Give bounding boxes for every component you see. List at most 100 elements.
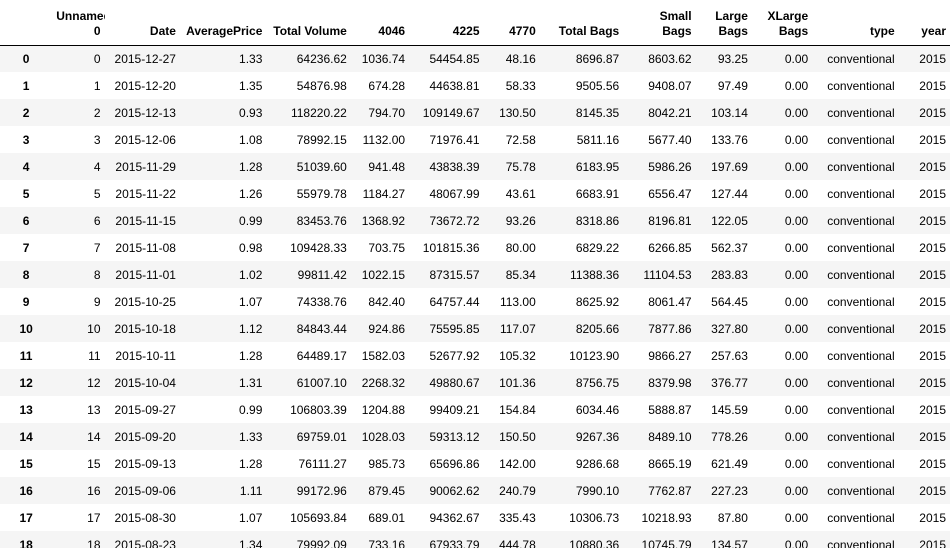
table-cell: 1.28 xyxy=(239,159,263,174)
table-row: 0 0 2015-12-27 1.33 64236.62 1036.74 54454.85 4… xyxy=(0,45,950,72)
table-cell: 43.61 xyxy=(505,186,536,201)
table-row: 7 7 2015-11-08 0.98 109428.33 703.75 101815.36… xyxy=(0,234,950,261)
table-cell: 703.75 xyxy=(368,240,406,255)
table-cell: 2015-10-18 xyxy=(114,321,176,336)
column-header: Large Bags xyxy=(695,0,752,46)
row-index: 0 xyxy=(22,51,30,66)
table-cell: 0.00 xyxy=(784,159,809,174)
row-index: 13 xyxy=(19,402,33,417)
table-cell: 1028.03 xyxy=(361,429,406,444)
column-header: XLarge Bags xyxy=(751,0,813,46)
table-cell: 16 xyxy=(87,483,101,498)
table-cell: 133.76 xyxy=(711,132,748,147)
table-cell: 562.37 xyxy=(711,240,748,255)
table-cell: 13 xyxy=(87,402,101,417)
table-cell: 2015-12-20 xyxy=(114,78,176,93)
table-row: 18 18 2015-08-23 1.34 79992.09 733.16 67933.79… xyxy=(0,531,950,548)
table-cell: 71976.41 xyxy=(429,132,480,147)
table-cell: 0.00 xyxy=(784,537,809,548)
table-cell: 105693.84 xyxy=(290,510,347,525)
table-cell: 1184.27 xyxy=(362,186,406,201)
table-cell: 69759.01 xyxy=(296,429,347,444)
column-header: Total Volume xyxy=(266,0,351,46)
table-cell: 8489.10 xyxy=(648,429,692,444)
table-row: 3 3 2015-12-06 1.08 78992.15 1132.00 71976.41 7… xyxy=(0,126,950,153)
table-cell: 0.00 xyxy=(784,402,809,417)
table-cell: 0.00 xyxy=(784,105,809,120)
table-cell: 8379.98 xyxy=(648,375,692,390)
table-cell: 0.00 xyxy=(784,51,809,66)
table-cell: 0.99 xyxy=(239,402,263,417)
table-cell: 64757.44 xyxy=(429,294,480,309)
table-row: 15 15 2015-09-13 1.28 76111.27 985.73 65696.86… xyxy=(0,450,950,477)
table-cell: 6829.22 xyxy=(575,240,620,255)
table-cell: 75595.85 xyxy=(429,321,480,336)
column-header: type xyxy=(812,0,899,46)
column-header: 4225 xyxy=(409,0,484,46)
table-cell: 674.28 xyxy=(368,78,406,93)
table-cell: 1204.88 xyxy=(361,402,406,417)
table-cell: 1036.74 xyxy=(361,51,406,66)
table-cell: 83453.76 xyxy=(296,213,347,228)
table-cell: 0.00 xyxy=(784,240,809,255)
table-cell: 0.99 xyxy=(239,213,263,228)
table-cell: 1.28 xyxy=(239,348,263,363)
table-cell: 0.00 xyxy=(784,132,809,147)
table-cell: 5 xyxy=(93,186,101,201)
table-cell: 0.00 xyxy=(784,375,809,390)
table-cell: 1.28 xyxy=(239,456,263,471)
table-cell: conventional xyxy=(827,375,895,390)
table-cell: 2015-12-06 xyxy=(114,132,176,147)
table-cell: 2 xyxy=(93,105,101,120)
row-index: 15 xyxy=(19,456,33,471)
table-cell: 7762.87 xyxy=(648,483,692,498)
table-cell: 2015-09-20 xyxy=(114,429,176,444)
table-row: 11 11 2015-10-11 1.28 64489.17 1582.03 52677.9… xyxy=(0,342,950,369)
table-cell: 283.83 xyxy=(711,267,748,282)
table-cell: conventional xyxy=(827,186,895,201)
table-cell: 9505.56 xyxy=(575,78,620,93)
table-cell: 78992.15 xyxy=(296,132,347,147)
table-row: 13 13 2015-09-27 0.99 106803.39 1204.88 99409.… xyxy=(0,396,950,423)
table-cell: 1.02 xyxy=(239,267,263,282)
table-cell: conventional xyxy=(827,240,895,255)
table-cell: 2015 xyxy=(919,267,946,282)
table-cell: 94362.67 xyxy=(429,510,480,525)
table-cell: 9408.07 xyxy=(648,78,692,93)
table-cell: 5986.26 xyxy=(648,159,692,174)
table-cell: 1.35 xyxy=(239,78,263,93)
table-cell: 2015 xyxy=(919,213,946,228)
table-cell: 0.93 xyxy=(239,105,263,120)
table-cell: 2015-11-15 xyxy=(115,213,176,228)
table-cell: 85.34 xyxy=(505,267,536,282)
table-cell: 4 xyxy=(93,159,101,174)
row-index: 10 xyxy=(19,321,33,336)
table-cell: 879.45 xyxy=(368,483,406,498)
table-cell: 93.26 xyxy=(505,213,536,228)
table-cell: 74338.76 xyxy=(296,294,347,309)
table-cell: 621.49 xyxy=(711,456,748,471)
table-row: 5 5 2015-11-22 1.26 55979.78 1184.27 48067.99 4… xyxy=(0,180,950,207)
table-cell: 778.26 xyxy=(711,429,748,444)
table-cell: 2268.32 xyxy=(361,375,406,390)
table-cell: 72.58 xyxy=(505,132,536,147)
table-cell: 2015-10-25 xyxy=(114,294,176,309)
table-cell: 2015 xyxy=(919,483,946,498)
table-cell: 376.77 xyxy=(711,375,748,390)
table-cell: 8 xyxy=(93,267,101,282)
table-cell: 65696.86 xyxy=(429,456,480,471)
table-cell: 1.07 xyxy=(239,294,263,309)
table-cell: 0.98 xyxy=(239,240,263,255)
row-index: 3 xyxy=(22,132,30,147)
table-cell: 8205.66 xyxy=(575,321,620,336)
row-index: 2 xyxy=(22,105,30,120)
table-cell: 941.48 xyxy=(368,159,406,174)
table-cell: 106803.39 xyxy=(290,402,347,417)
table-cell: 51039.60 xyxy=(296,159,347,174)
table-cell: 109428.33 xyxy=(290,240,347,255)
table-cell: 1.12 xyxy=(239,321,263,336)
table-cell: 1022.15 xyxy=(361,267,406,282)
table-cell: 118220.22 xyxy=(290,105,347,120)
table-cell: 0.00 xyxy=(784,78,809,93)
